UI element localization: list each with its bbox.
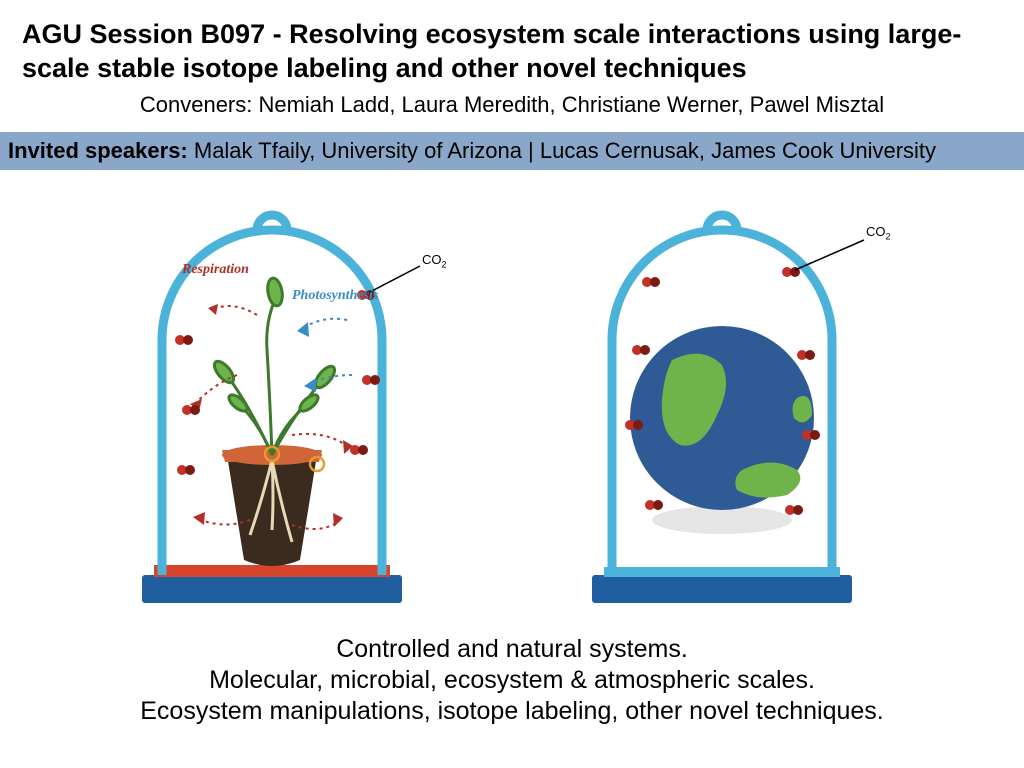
session-title: AGU Session B097 - Resolving ecosystem s… xyxy=(0,0,1024,90)
respiration-label: Respiration xyxy=(182,262,249,278)
left-jar: Respiration Photosynthesis CO2 xyxy=(122,200,452,620)
photosynthesis-label: Photosynthesis xyxy=(292,288,378,304)
diagrams-row: Respiration Photosynthesis CO2 xyxy=(0,190,1024,628)
speakers-label: Invited speakers: xyxy=(8,138,188,163)
footer-line-3: Ecosystem manipulations, isotope labelin… xyxy=(40,696,984,727)
footer-line-2: Molecular, microbial, ecosystem & atmosp… xyxy=(40,665,984,696)
right-jar: CO2 xyxy=(572,200,902,620)
footer-line-1: Controlled and natural systems. xyxy=(40,634,984,665)
footer-text: Controlled and natural systems. Molecula… xyxy=(0,628,1024,728)
conveners-line: Conveners: Nemiah Ladd, Laura Meredith, … xyxy=(0,90,1024,132)
co2-label-left: CO2 xyxy=(422,252,447,270)
globe-jar-icon xyxy=(572,200,902,620)
speakers-bar: Invited speakers: Malak Tfaily, Universi… xyxy=(0,132,1024,170)
co2-label-right: CO2 xyxy=(866,224,891,242)
speakers-names: Malak Tfaily, University of Arizona | Lu… xyxy=(188,138,936,163)
plant-jar-icon xyxy=(122,200,452,620)
